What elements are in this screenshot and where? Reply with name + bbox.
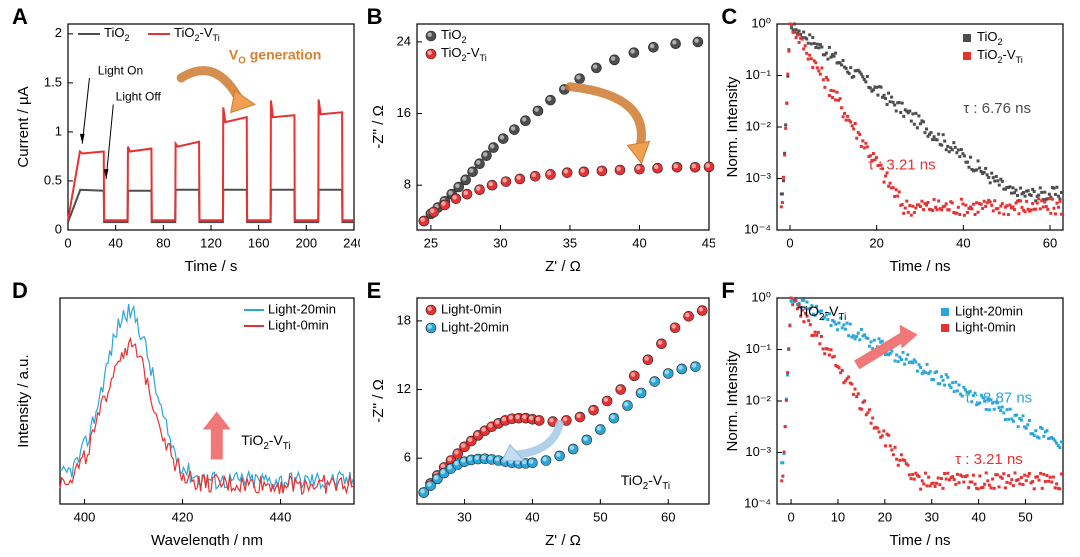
svg-text:35: 35 xyxy=(562,235,576,250)
svg-text:Norm. Intensity: Norm. Intensity xyxy=(724,76,741,177)
svg-text:200: 200 xyxy=(295,235,317,250)
svg-text:40: 40 xyxy=(108,235,122,250)
svg-text:10⁻²: 10⁻² xyxy=(746,118,772,133)
panel-F: F 0 10 20 30 40 50 10⁻⁴ 10⁻³ 10⁻² 10⁻¹ 10⁰ Time / ns… xyxy=(719,280,1070,550)
svg-text:Z' / Ω: Z' / Ω xyxy=(545,531,581,545)
panel-C: C 0 20 40 60 10⁻⁴ 10⁻³ 10⁻² 10⁻¹ 10⁰ Time / ns Norm… xyxy=(719,6,1070,276)
figure-grid: A0408012016020024000.511.52Time / sCurre… xyxy=(0,0,1080,557)
svg-text:80: 80 xyxy=(156,235,170,250)
svg-text:10⁻⁴: 10⁻⁴ xyxy=(744,495,771,510)
svg-text:Light On: Light On xyxy=(98,63,143,77)
svg-text:TiO2-VTi: TiO2-VTi xyxy=(977,47,1023,65)
svg-text:10⁻¹: 10⁻¹ xyxy=(746,340,772,355)
svg-text:0: 0 xyxy=(787,235,794,250)
svg-text:45: 45 xyxy=(701,235,714,250)
svg-text:Light Off: Light Off xyxy=(116,90,162,104)
panel-label-F: F xyxy=(721,278,734,304)
svg-text:1: 1 xyxy=(55,123,62,138)
svg-text:8: 8 xyxy=(403,177,410,192)
panel-label-E: E xyxy=(367,278,382,304)
svg-text:Wavelength / nm: Wavelength / nm xyxy=(151,531,263,545)
svg-text:40: 40 xyxy=(956,235,970,250)
svg-text:Light-0min: Light-0min xyxy=(441,301,502,316)
svg-text:440: 440 xyxy=(270,509,292,524)
svg-text:0: 0 xyxy=(55,221,62,236)
svg-text:TiO2: TiO2 xyxy=(441,27,467,45)
svg-text:16: 16 xyxy=(396,105,410,120)
svg-text:10⁰: 10⁰ xyxy=(752,289,772,304)
svg-text:Light-20min: Light-20min xyxy=(441,319,509,334)
svg-text:Light-0min: Light-0min xyxy=(955,319,1016,334)
svg-text:25: 25 xyxy=(423,235,437,250)
svg-text:Light-20min: Light-20min xyxy=(268,301,336,316)
svg-text:30: 30 xyxy=(457,509,471,524)
svg-text:0: 0 xyxy=(64,235,71,250)
svg-text:TiO2-VTi: TiO2-VTi xyxy=(620,471,669,491)
svg-text:40: 40 xyxy=(632,235,646,250)
svg-text:120: 120 xyxy=(200,235,222,250)
svg-text:Time / s: Time / s xyxy=(185,258,238,272)
svg-text:12: 12 xyxy=(396,380,410,395)
svg-text:-Z'' / Ω: -Z'' / Ω xyxy=(370,105,387,149)
panel-A: A 0 40 80 120 160 200 240 0 0.5 1 1.5 2 Time / s Curre… xyxy=(10,6,361,276)
panel-label-A: A xyxy=(12,4,28,30)
svg-text:TiO2-VTi: TiO2-VTi xyxy=(441,45,487,63)
panel-E: E 30 40 50 60 6 12 18 Z' / Ω -Z'' / Ω Light-0min Li… xyxy=(365,280,716,550)
svg-text:τ : 3.21 ns: τ : 3.21 ns xyxy=(955,451,1023,468)
svg-text:60: 60 xyxy=(1043,235,1057,250)
panel-B: B 25 30 35 40 45 8 16 24 Z' / Ω -Z'' / Ω TiO2TiO2-V… xyxy=(365,6,716,276)
svg-text:60: 60 xyxy=(661,509,675,524)
panel-label-B: B xyxy=(367,4,383,30)
svg-text:2: 2 xyxy=(55,25,62,40)
svg-text:Z' / Ω: Z' / Ω xyxy=(545,258,581,272)
svg-text:TiO2-VTi: TiO2-VTi xyxy=(241,431,290,451)
svg-text:TiO2-VTi: TiO2-VTi xyxy=(174,25,220,43)
svg-text:10⁻¹: 10⁻¹ xyxy=(746,67,772,82)
svg-text:Current / µA: Current / µA xyxy=(15,86,32,167)
svg-text:TiO2: TiO2 xyxy=(104,25,130,43)
svg-text:τ : 6.76 ns: τ : 6.76 ns xyxy=(964,100,1032,117)
svg-text:30: 30 xyxy=(925,509,939,524)
svg-text:6: 6 xyxy=(403,449,410,464)
svg-text:400: 400 xyxy=(74,509,96,524)
svg-text:0.5: 0.5 xyxy=(44,172,62,187)
svg-text:40: 40 xyxy=(525,509,539,524)
svg-text:τ : 8.87 ns: τ : 8.87 ns xyxy=(965,389,1033,406)
svg-text:50: 50 xyxy=(1019,509,1033,524)
svg-text:18: 18 xyxy=(396,312,410,327)
svg-text:Time / ns: Time / ns xyxy=(890,531,951,545)
svg-text:TiO2: TiO2 xyxy=(977,29,1003,47)
svg-text:40: 40 xyxy=(972,509,986,524)
svg-text:50: 50 xyxy=(593,509,607,524)
svg-text:10⁻⁴: 10⁻⁴ xyxy=(744,221,771,236)
svg-text:10⁻³: 10⁻³ xyxy=(746,443,772,458)
svg-text:VO generation: VO generation xyxy=(229,46,321,66)
svg-text:10⁰: 10⁰ xyxy=(752,15,772,30)
panel-label-D: D xyxy=(12,278,28,304)
svg-text:420: 420 xyxy=(172,509,194,524)
svg-text:τ : 3.21 ns: τ : 3.21 ns xyxy=(868,157,936,174)
svg-text:Light-0min: Light-0min xyxy=(268,317,329,332)
svg-text:-Z'' / Ω: -Z'' / Ω xyxy=(370,379,387,423)
svg-text:TiO2-VTi: TiO2-VTi xyxy=(797,302,846,322)
svg-text:Norm. Intensity: Norm. Intensity xyxy=(724,350,741,451)
svg-text:160: 160 xyxy=(248,235,270,250)
panel-label-C: C xyxy=(721,4,737,30)
svg-text:10⁻³: 10⁻³ xyxy=(746,170,772,185)
svg-text:0: 0 xyxy=(788,509,795,524)
panel-D: D 400 420 440 Wavelength / nm Intensity / a.u… xyxy=(10,280,361,550)
svg-text:20: 20 xyxy=(870,235,884,250)
svg-text:Time / ns: Time / ns xyxy=(890,258,951,272)
svg-text:10⁻²: 10⁻² xyxy=(746,392,772,407)
svg-text:24: 24 xyxy=(396,33,410,48)
svg-text:20: 20 xyxy=(878,509,892,524)
svg-text:Intensity / a.u.: Intensity / a.u. xyxy=(15,354,32,447)
svg-text:240: 240 xyxy=(343,235,360,250)
svg-text:1.5: 1.5 xyxy=(44,74,62,89)
svg-text:10: 10 xyxy=(831,509,845,524)
svg-text:Light-20min: Light-20min xyxy=(955,303,1023,318)
svg-text:30: 30 xyxy=(493,235,507,250)
